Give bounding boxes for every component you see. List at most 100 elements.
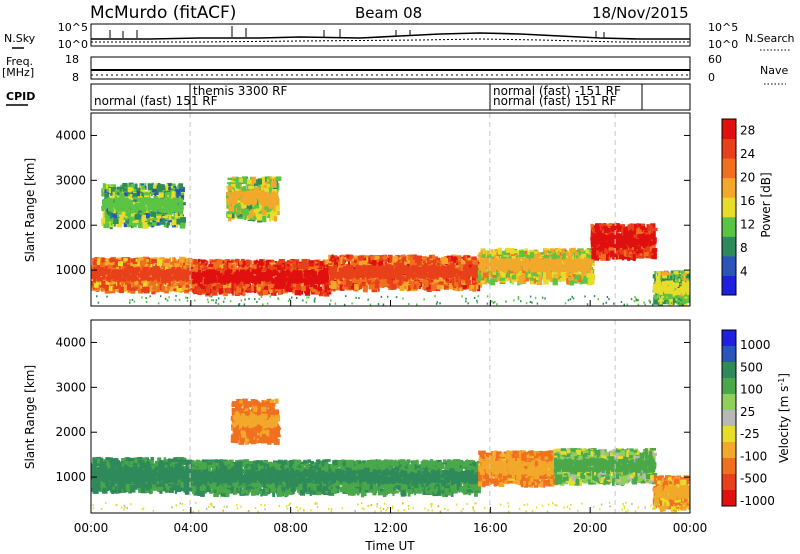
- power-core-cell: [154, 208, 158, 213]
- power-core-cell: [169, 268, 173, 273]
- power-cell: [250, 203, 253, 210]
- power-core-cell: [307, 279, 311, 284]
- power-cell: [263, 184, 269, 188]
- power-cell: [247, 212, 254, 219]
- power-cell: [164, 212, 168, 216]
- power-core-cell: [145, 201, 149, 205]
- power-core-cell: [96, 269, 100, 274]
- power-core-cell: [231, 274, 235, 279]
- power-cell: [257, 178, 262, 185]
- power-cell: [257, 288, 264, 295]
- power-cell: [158, 189, 161, 194]
- power-cell: [178, 183, 184, 189]
- power-cell: [395, 281, 400, 289]
- power-cell: [273, 204, 276, 212]
- power-cell: [164, 188, 167, 191]
- power-core-cell: [134, 275, 137, 279]
- power-core-cell: [250, 274, 254, 279]
- power-cell: [231, 284, 234, 289]
- power-cell: [231, 288, 234, 294]
- power-core-cell: [310, 277, 314, 282]
- power-core-cell: [307, 269, 311, 274]
- power-core-cell: [138, 204, 142, 209]
- power-core-cell: [147, 206, 151, 211]
- cpid-label-normal-2: normal (fast) -151 RF: [493, 84, 621, 98]
- noise-panel: 10^5 10^0 10^5 10^0: [58, 21, 738, 51]
- cpid-label-themis: themis 3300 RF: [193, 84, 287, 98]
- power-core-cell: [253, 197, 257, 202]
- power-cell: [133, 212, 136, 216]
- nave-right-tick-low: 0: [708, 71, 715, 84]
- power-cell: [128, 187, 133, 192]
- power-cell: [273, 286, 279, 289]
- power-cell: [130, 213, 135, 217]
- power-core-cell: [281, 270, 285, 274]
- power-core-cell: [227, 274, 231, 279]
- power-core-cell: [115, 200, 119, 205]
- freq-panel: 18 8 60 0: [65, 53, 722, 84]
- power-core-cell: [146, 267, 150, 272]
- power-cell: [172, 219, 176, 225]
- power-cell: [165, 183, 170, 191]
- power-core-cell: [232, 195, 236, 200]
- power-core-cell: [109, 199, 113, 204]
- power-core-cell: [172, 275, 176, 279]
- power-cell: [252, 213, 256, 219]
- power-core-cell: [322, 270, 326, 275]
- power-core-cell: [277, 274, 281, 279]
- power-cell: [202, 282, 208, 289]
- power-cell: [192, 282, 199, 290]
- power-cell: [106, 258, 112, 261]
- power-cell: [279, 259, 283, 264]
- power-cell: [103, 222, 110, 229]
- power-cell: [141, 185, 145, 190]
- cpid-label-normal-1: normal (fast) 151 RF: [94, 94, 218, 108]
- power-cell: [314, 289, 321, 294]
- power-core-cell: [135, 276, 139, 281]
- power-cell: [113, 258, 116, 262]
- power-core-cell: [268, 200, 271, 205]
- power-cell: [153, 281, 159, 284]
- power-cell: [142, 222, 149, 229]
- power-core-cell: [247, 270, 251, 275]
- power-cell: [214, 268, 220, 273]
- power-core-cell: [257, 272, 261, 277]
- power-cell: [106, 184, 110, 187]
- power-cell: [274, 205, 280, 210]
- power-core-cell: [104, 266, 108, 271]
- power-cell: [364, 280, 370, 285]
- power-cell: [245, 182, 248, 186]
- power-cell: [179, 220, 186, 228]
- power-cell: [169, 192, 173, 198]
- power-cell: [231, 183, 237, 188]
- power-core-cell: [124, 204, 128, 209]
- power-cell: [136, 189, 141, 197]
- power-cell: [127, 287, 133, 291]
- power-core-cell: [140, 273, 144, 278]
- power-core-cell: [267, 198, 271, 203]
- power-core-cell: [256, 194, 260, 199]
- beam-label: Beam 08: [355, 4, 422, 22]
- power-core-cell: [176, 277, 180, 282]
- power-core-cell: [269, 194, 273, 198]
- power-core-cell: [152, 267, 156, 272]
- power-core-cell: [110, 274, 114, 279]
- power-cell: [229, 209, 235, 216]
- power-core-cell: [103, 268, 107, 273]
- power-cell: [267, 176, 272, 179]
- power-cell: [272, 267, 277, 271]
- power-core-cell: [128, 274, 132, 279]
- power-cell: [223, 290, 228, 297]
- power-cell: [227, 185, 233, 191]
- power-core-cell: [126, 267, 130, 272]
- power-cell: [274, 261, 278, 265]
- power-core-cell: [181, 277, 185, 281]
- power-cell: [111, 187, 117, 190]
- noise-left-tick-low: 10^0: [58, 38, 88, 51]
- power-core-cell: [112, 277, 116, 282]
- power-cell: [220, 288, 223, 294]
- power-core-cell: [292, 269, 296, 274]
- power-cell: [172, 278, 178, 284]
- power-cell: [136, 187, 141, 191]
- power-core-cell: [142, 270, 146, 275]
